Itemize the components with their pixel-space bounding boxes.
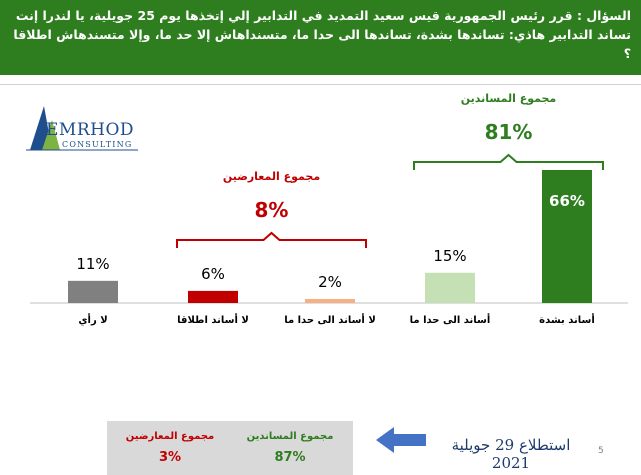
summary-supporters-value: 87% bbox=[274, 450, 306, 465]
bar-value-label-3: 2% bbox=[318, 272, 342, 291]
category-label-3: لا أساند الى حدا ما bbox=[284, 315, 376, 326]
category-label-5: أساند بشدة bbox=[539, 315, 595, 326]
bar-value-label-4: 15% bbox=[433, 246, 467, 265]
bar-value-label-5: 66% bbox=[549, 192, 585, 210]
poll-date: استطلاع 29 جويلية 2021 bbox=[451, 436, 571, 472]
summary-supporters-title: مجموع المساندين bbox=[246, 431, 334, 442]
summary-opponents-value: 3% bbox=[158, 450, 182, 465]
bar-5 bbox=[542, 170, 592, 303]
page-number: 5 bbox=[598, 446, 604, 456]
group-title-2: مجموع المساندين bbox=[460, 92, 557, 105]
category-label-4: أساند الى حدا ما bbox=[409, 315, 491, 326]
group-title-1: مجموع المعارضين bbox=[222, 170, 321, 183]
bar-value-label-2: 6% bbox=[201, 264, 225, 283]
emrhod-logo-icon bbox=[26, 106, 138, 151]
summary-supporters: مجموع المساندين 87% bbox=[235, 431, 345, 465]
bar-1 bbox=[68, 280, 118, 303]
logo-name: EMRHOD bbox=[46, 120, 135, 140]
category-label-2: لا أساند اطلاقا bbox=[177, 315, 249, 326]
group-total-2: 81% bbox=[484, 120, 533, 144]
question-header: السؤال : قرر رئيس الجمهورية قيس سعيد الت… bbox=[0, 0, 641, 75]
bar-value-label-1: 11% bbox=[76, 254, 110, 273]
logo-subtitle: CONSULTING bbox=[62, 140, 133, 149]
bar-3 bbox=[305, 298, 355, 303]
divider-line bbox=[0, 84, 641, 85]
group-bracket-1 bbox=[176, 231, 367, 248]
bar-2 bbox=[188, 290, 238, 303]
question-text: السؤال : قرر رئيس الجمهورية قيس سعيد الت… bbox=[13, 8, 631, 61]
group-bracket-2 bbox=[413, 153, 604, 170]
bar-4 bbox=[425, 272, 475, 303]
arrow-left-icon bbox=[376, 427, 426, 453]
category-label-1: لا رأي bbox=[78, 315, 108, 326]
group-total-1: 8% bbox=[254, 198, 289, 222]
summary-opponents-title: مجموع المعارضين bbox=[125, 431, 215, 442]
summary-opponents: مجموع المعارضين 3% bbox=[115, 431, 225, 465]
summary-box: مجموع المعارضين 3% مجموع المساندين 87% bbox=[107, 421, 353, 475]
